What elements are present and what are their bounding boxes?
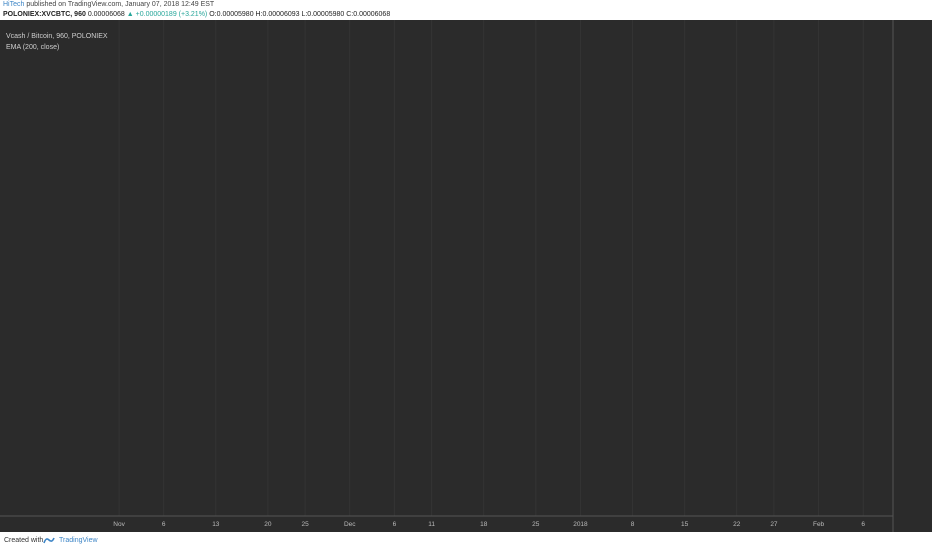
ohlc-values: O:0.00005980 H:0.00006093 L:0.00005980 C… — [209, 11, 391, 18]
x-tick-label: Feb — [813, 521, 825, 528]
price-chart[interactable]: Vcash / Bitcoin, 960, POLONIEX EMA (200,… — [0, 20, 932, 532]
x-tick-label: 6 — [861, 521, 865, 528]
price-axis-panel[interactable] — [893, 20, 932, 532]
x-tick-label: 20 — [264, 521, 272, 528]
legend-ema: EMA (200, close) — [6, 44, 59, 51]
chart-background — [0, 20, 932, 532]
x-tick-label: 6 — [393, 521, 397, 528]
x-tick-label: 27 — [770, 521, 778, 528]
change-arrow-icon: ▲ — [126, 11, 134, 18]
x-tick-label: 25 — [301, 521, 309, 528]
tradingview-brand-link[interactable]: TradingView — [59, 537, 98, 544]
author-link[interactable]: HiTech — [3, 1, 25, 8]
symbol-name: POLONIEX:XVCBTC, 960 — [3, 11, 86, 18]
legend-series: Vcash / Bitcoin, 960, POLONIEX — [6, 33, 108, 40]
publish-text: published on TradingView.com, January 07… — [26, 1, 215, 8]
x-tick-label: 15 — [681, 521, 689, 528]
x-tick-label: 8 — [631, 521, 635, 528]
x-tick-label: 13 — [212, 521, 220, 528]
created-with-label: Created with — [4, 537, 44, 544]
x-tick-label: 25 — [532, 521, 540, 528]
publish-info: HiTech published on TradingView.com, Jan… — [3, 1, 214, 8]
x-tick-label: 22 — [733, 521, 741, 528]
price-change: +0.00000189 (+3.21%) — [135, 11, 208, 18]
last-price: 0.00006068 — [87, 11, 125, 18]
x-tick-label: 11 — [428, 521, 435, 528]
x-tick-label: 2018 — [573, 521, 588, 528]
x-tick-label: Dec — [344, 521, 356, 528]
x-tick-label: Nov — [113, 521, 125, 528]
symbol-info: POLONIEX:XVCBTC, 960 0.00006068 ▲ +0.000… — [3, 11, 390, 18]
x-tick-label: 6 — [162, 521, 166, 528]
footer: Created with TradingView — [0, 532, 932, 550]
tradingview-logo-icon — [43, 537, 55, 544]
x-tick-label: 18 — [480, 521, 488, 528]
publish-header: HiTech published on TradingView.com, Jan… — [0, 0, 932, 20]
